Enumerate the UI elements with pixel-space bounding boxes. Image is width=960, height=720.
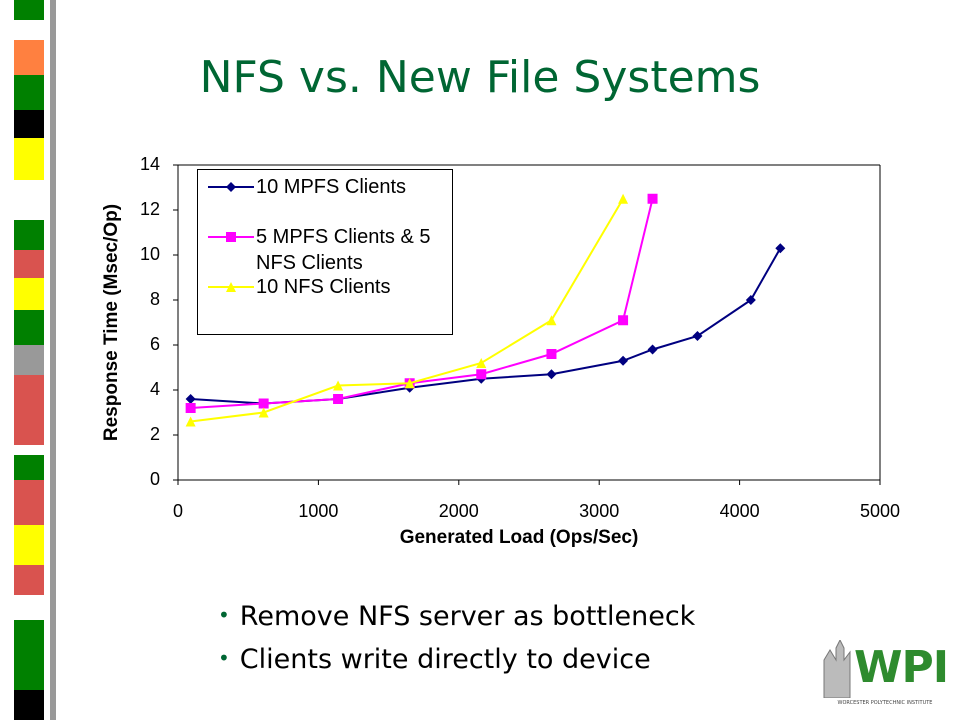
bullet: Clients write directly to device <box>218 639 695 682</box>
y-tick-label: 4 <box>150 379 160 399</box>
bullet: Remove NFS server as bottleneck <box>218 596 696 639</box>
legend-item: 10 NFS Clients <box>206 274 446 300</box>
slide-title: NFS vs. New File Systems <box>199 52 761 103</box>
marker <box>226 232 236 242</box>
x-axis-label: Generated Load (Ops/Sec) <box>400 527 639 548</box>
y-tick-label: 6 <box>150 334 160 354</box>
marker <box>745 295 756 305</box>
marker <box>647 193 658 204</box>
side-decoration <box>14 0 56 720</box>
marker <box>226 182 236 192</box>
marker <box>546 369 557 380</box>
logo: WPI WORCESTER POLYTECHNIC INSTITUTE <box>820 640 950 710</box>
x-tick-label: 4000 <box>720 501 760 521</box>
marker <box>185 403 196 413</box>
legend-label: 5 MPFS Clients & 5 NFS Clients <box>256 226 431 274</box>
logo-building <box>823 640 851 698</box>
y-tick-label: 14 <box>140 154 160 174</box>
y-tick-label: 2 <box>150 424 160 444</box>
marker <box>692 331 703 341</box>
marker <box>476 369 487 380</box>
legend: 10 MPFS Clients 5 MPFS Clients & 5 NFS Cl… <box>197 169 453 335</box>
marker <box>647 344 658 355</box>
marker <box>775 243 786 254</box>
legend-label: 10 MPFS Clients <box>256 176 407 198</box>
y-tick-label: 10 <box>140 244 160 264</box>
x-tick-label: 3000 <box>579 501 619 521</box>
marker <box>476 358 487 368</box>
marker <box>185 394 196 404</box>
legend-swatch <box>208 182 254 192</box>
marker <box>226 282 236 292</box>
series-line <box>190 198 654 409</box>
marker <box>546 315 557 326</box>
marker <box>333 380 344 391</box>
y-tick-label: 12 <box>140 199 160 219</box>
marker <box>404 378 415 389</box>
chart: 0 2 4 6 8 10 12 14 0 1000 2000 3000 4000 5000 Generate… <box>101 154 900 548</box>
y-tick-label: 8 <box>150 289 160 309</box>
legend-swatch <box>208 232 254 242</box>
x-tick-label: 0 <box>173 501 183 521</box>
legend-item: 10 MPFS Clients <box>206 174 446 200</box>
logo-name: WPI <box>854 642 949 693</box>
marker <box>333 394 344 404</box>
logo-subtitle: WORCESTER POLYTECHNIC INSTITUTE <box>837 700 933 706</box>
x-tick-label: 1000 <box>298 501 338 521</box>
marker <box>258 398 269 409</box>
y-tick-label: 0 <box>150 469 160 489</box>
legend-swatch <box>208 282 254 292</box>
marker <box>546 349 557 359</box>
legend-item: 5 MPFS Clients & 5 NFS Clients <box>206 224 446 276</box>
marker <box>618 193 629 204</box>
x-tick-label: 5000 <box>860 501 900 521</box>
marker <box>618 355 629 366</box>
marker <box>258 407 269 418</box>
legend-label: 10 NFS Clients <box>256 276 391 298</box>
x-tick-label: 2000 <box>439 501 479 521</box>
marker <box>618 315 629 326</box>
marker <box>185 416 196 427</box>
bullet-list: Remove NFS server as bottleneck Clients … <box>218 596 696 682</box>
y-axis-label: Response Time (Msec/Op) <box>101 204 122 441</box>
